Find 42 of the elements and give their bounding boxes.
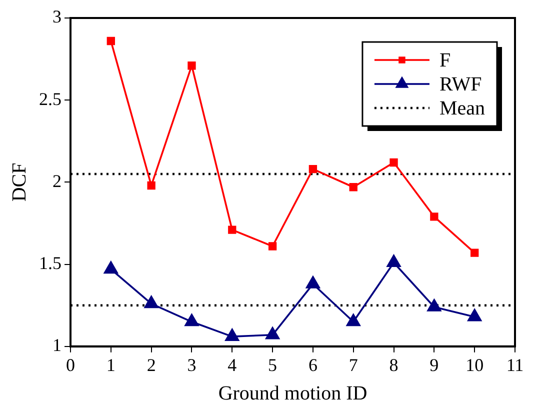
x-tick-label: 11	[506, 354, 524, 375]
y-axis-title: DCF	[8, 162, 30, 202]
point	[266, 327, 280, 340]
x-tick-label: 2	[146, 354, 156, 375]
x-tick-label: 0	[66, 354, 75, 375]
point	[188, 62, 196, 70]
point	[144, 296, 158, 308]
x-tick-label: 8	[389, 354, 398, 375]
point	[104, 261, 118, 274]
point	[228, 226, 236, 234]
point	[427, 299, 442, 312]
point	[468, 308, 482, 322]
y-tick-label: 2	[52, 170, 62, 191]
point	[106, 36, 115, 46]
y-tick-label: 2.5	[39, 88, 62, 109]
point	[390, 158, 398, 167]
point	[386, 254, 401, 268]
y-tick-label: 1	[52, 335, 62, 356]
y-tick-label: 1.5	[39, 253, 62, 274]
point	[430, 212, 438, 221]
y-tick-label: 3	[52, 6, 62, 27]
x-tick-label: 10	[466, 354, 484, 375]
x-tick-label: 9	[430, 354, 439, 375]
x-tick-label: 3	[187, 354, 196, 375]
point	[308, 164, 318, 174]
point	[184, 314, 199, 326]
point	[268, 242, 277, 250]
x-axis-title: Ground motion ID	[218, 382, 368, 404]
x-tick-label: 7	[348, 354, 358, 375]
point	[225, 328, 240, 341]
point	[470, 248, 479, 257]
point	[349, 183, 358, 192]
x-tick-label: 6	[308, 354, 318, 375]
x-tick-label: 5	[268, 354, 278, 375]
legend-label: F	[439, 49, 451, 72]
x-tick-label: 1	[106, 354, 116, 375]
point	[147, 181, 156, 190]
point	[346, 314, 360, 326]
x-tick-label: 4	[228, 354, 237, 375]
legend-label: Mean	[439, 97, 486, 120]
legend-label: RWF	[439, 73, 482, 96]
point	[306, 276, 320, 288]
